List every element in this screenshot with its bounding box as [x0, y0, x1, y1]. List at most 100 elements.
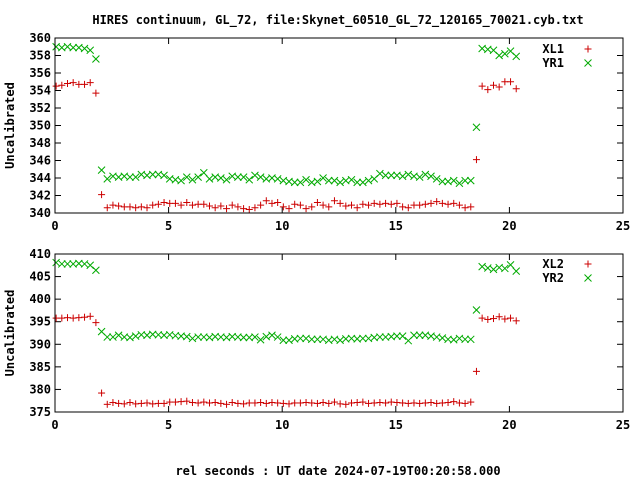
data-point-yr1 — [415, 173, 424, 181]
data-point-xl1 — [512, 85, 520, 93]
data-point-yr2 — [114, 331, 123, 340]
y-axis-label-top: Uncalibrated — [3, 82, 17, 169]
chart-title: HIRES continuum, GL_72, file:Skynet_6051… — [92, 13, 583, 28]
y-tick-label: 410 — [29, 247, 51, 261]
data-point-yr2 — [393, 332, 401, 341]
y-tick-label: 360 — [29, 31, 51, 45]
y-tick-label: 352 — [29, 101, 51, 115]
y-tick-label: 380 — [29, 382, 51, 396]
data-point-xl2 — [160, 399, 168, 407]
data-point-xl1 — [285, 205, 293, 213]
data-point-yr2 — [336, 336, 344, 345]
data-point-yr2 — [466, 335, 475, 344]
data-point-yr1 — [387, 171, 396, 180]
data-point-yr2 — [194, 333, 202, 341]
data-point-yr1 — [131, 173, 140, 181]
data-point-xl1 — [489, 81, 497, 89]
data-point-xl1 — [296, 201, 304, 209]
data-point-xl1 — [427, 199, 435, 207]
data-point-xl1 — [319, 201, 327, 209]
data-point-yr1 — [302, 175, 310, 184]
data-point-xl2 — [359, 398, 367, 406]
y-tick-label: 395 — [29, 315, 51, 329]
data-point-xl1 — [126, 203, 134, 211]
data-point-xl2 — [507, 314, 515, 322]
data-point-yr1 — [245, 175, 254, 184]
data-point-yr2 — [506, 260, 515, 269]
data-point-yr2 — [239, 333, 248, 342]
data-point-yr1 — [353, 178, 362, 187]
data-point-yr2 — [103, 333, 112, 341]
data-point-yr1 — [97, 166, 106, 174]
data-point-xl2 — [200, 398, 208, 406]
data-point-xl2 — [484, 315, 492, 323]
data-point-xl2 — [109, 399, 117, 407]
data-point-yr2 — [410, 331, 418, 340]
data-point-yr2 — [256, 335, 265, 344]
data-point-xl1 — [330, 197, 338, 205]
legend-label-xl2: XL2 — [542, 257, 564, 271]
data-point-xl2 — [86, 312, 94, 320]
data-point-yr2 — [415, 331, 424, 340]
data-point-xl1 — [81, 80, 89, 88]
data-point-xl1 — [472, 156, 480, 164]
data-point-yr1 — [217, 174, 225, 182]
data-point-yr1 — [421, 170, 430, 179]
data-point-yr1 — [455, 179, 464, 188]
data-point-yr1 — [222, 175, 231, 184]
data-point-yr2 — [109, 333, 117, 341]
data-point-xl1 — [268, 199, 276, 207]
data-point-xl1 — [302, 205, 310, 213]
y-tick-label: 354 — [29, 84, 51, 98]
data-point-xl1 — [103, 204, 111, 212]
data-point-yr1 — [466, 176, 475, 185]
data-point-xl1 — [223, 205, 231, 213]
data-point-xl2 — [313, 399, 321, 407]
data-point-yr2 — [182, 332, 191, 341]
data-point-yr1 — [86, 46, 95, 55]
data-point-yr1 — [330, 176, 339, 185]
data-point-xl1 — [188, 201, 196, 209]
data-point-xl1 — [387, 200, 395, 208]
data-point-xl1 — [347, 201, 355, 209]
data-point-xl1 — [154, 200, 162, 208]
legend-marker-yr1 — [584, 59, 592, 67]
plot-frame-bottom — [54, 253, 624, 413]
data-point-yr1 — [296, 178, 305, 187]
x-tick-label: 10 — [275, 219, 289, 233]
data-point-yr2 — [307, 335, 316, 344]
data-point-yr2 — [398, 332, 407, 341]
x-tick-label: 0 — [51, 219, 58, 233]
data-point-xl1 — [455, 201, 463, 209]
data-point-xl1 — [370, 199, 378, 207]
x-tick-label: 20 — [502, 219, 516, 233]
data-point-xl1 — [257, 201, 265, 209]
data-point-xl1 — [234, 203, 242, 211]
data-point-yr2 — [57, 260, 66, 268]
data-point-yr1 — [398, 172, 407, 181]
data-point-xl1 — [137, 203, 145, 211]
y-tick-label: 358 — [29, 49, 51, 63]
data-point-xl2 — [450, 398, 458, 406]
data-point-xl2 — [444, 399, 452, 407]
data-point-xl1 — [171, 199, 179, 207]
data-point-yr2 — [92, 266, 100, 275]
y-tick-label: 400 — [29, 292, 51, 306]
data-point-yr2 — [483, 264, 492, 272]
data-point-xl1 — [205, 202, 213, 210]
data-point-yr1 — [148, 170, 157, 179]
data-point-xl1 — [109, 201, 117, 209]
data-point-xl2 — [98, 389, 106, 397]
data-point-yr1 — [177, 176, 185, 185]
data-point-yr2 — [438, 334, 447, 342]
data-point-xl2 — [478, 314, 486, 322]
data-point-yr2 — [126, 333, 134, 342]
data-point-xl1 — [160, 199, 168, 206]
data-point-yr1 — [273, 175, 282, 183]
data-point-yr1 — [364, 176, 373, 185]
data-point-xl1 — [58, 81, 66, 89]
data-point-yr1 — [199, 168, 208, 177]
data-point-yr2 — [359, 334, 367, 343]
data-point-xl2 — [240, 400, 248, 408]
data-point-yr2 — [296, 334, 305, 343]
